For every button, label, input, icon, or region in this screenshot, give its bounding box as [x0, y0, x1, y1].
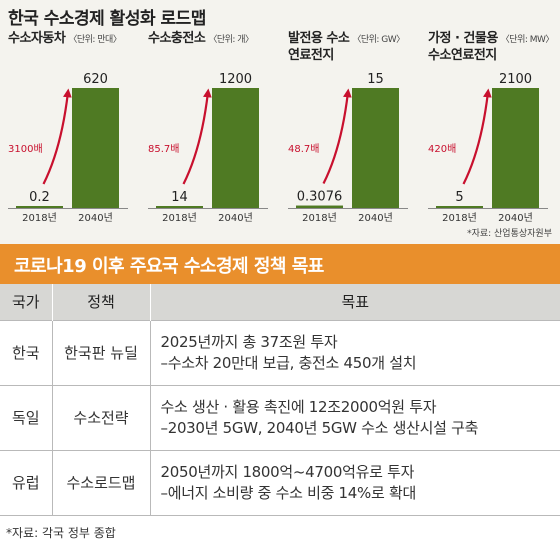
- panel-unit: 〈단위: 만대〉: [68, 35, 122, 45]
- category-label: 2040년: [218, 212, 253, 224]
- goal-line-2: –수소차 20만대 보급, 충전소 450개 설치: [160, 353, 417, 372]
- category-label: 2040년: [358, 212, 393, 224]
- cell-goal: 수소 생산 · 활용 촉진에 12조2000억원 투자 –2030년 5GW, 2…: [149, 384, 560, 450]
- panel-unit: 〈단위: MW〉: [500, 35, 555, 45]
- value-label: 5: [455, 190, 463, 205]
- bar-2018: [436, 206, 483, 208]
- policy-title-band: 코로나19 이후 주요국 수소경제 정책 목표: [0, 244, 560, 284]
- growth-arrow: [42, 88, 72, 185]
- table-header-row: 국가 정책 목표: [0, 284, 560, 320]
- panel-title: 수소충전소 〈단위: 개〉: [148, 31, 254, 48]
- cell-goal: 2025년까지 총 37조원 투자 –수소차 20만대 보급, 충전소 450개 …: [149, 319, 560, 385]
- category-label: 2018년: [162, 212, 197, 224]
- cell-country: 한국: [0, 319, 52, 385]
- policy-table: 국가 정책 목표 한국 한국판 뉴딜 2025년까지 총 37조원 투자 –수소차…: [0, 284, 560, 516]
- cell-policy: 수소로드맵: [51, 449, 150, 516]
- table-row: 한국 한국판 뉴딜 2025년까지 총 37조원 투자 –수소차 20만대 보급,…: [0, 319, 560, 385]
- value-label: 620: [83, 72, 108, 87]
- panel-title-text: 수소충전소: [148, 31, 206, 46]
- chart-title: 한국 수소경제 활성화 로드맵: [8, 9, 206, 29]
- growth-label: 3100배: [8, 143, 43, 155]
- value-label: 2100: [499, 72, 532, 87]
- value-label: 1200: [219, 72, 252, 87]
- cell-goal: 2050년까지 1800억~4700억유로 투자 –에너지 소비량 중 수소 비중…: [149, 449, 560, 516]
- category-label: 2040년: [78, 212, 113, 224]
- goal-line-2: –2030년 5GW, 2040년 5GW 수소 생산시설 구축: [160, 418, 479, 437]
- table-row: 독일 수소전략 수소 생산 · 활용 촉진에 12조2000억원 투자 –2030…: [0, 384, 560, 450]
- chart-panel-power-fuel-cells: 발전용 수소 〈단위: GW〉 연료전지 0.3076 2018년 15 2040년 48.…: [280, 0, 420, 244]
- chart-panel-home-fuel-cells: 가정 · 건물용 〈단위: MW〉 수소연료전지 5 2018년 2100 2040년 42…: [420, 0, 560, 244]
- policy-title: 코로나19 이후 주요국 수소경제 정책 목표: [14, 256, 324, 277]
- panel-title-line-2: 연료전지: [288, 48, 334, 63]
- goal-line-1: 2050년까지 1800억~4700억유로 투자: [160, 462, 415, 481]
- header-goal: 목표: [149, 284, 560, 320]
- panel-title-line-1: 발전용 수소: [288, 31, 350, 46]
- panel-title: 발전용 수소 〈단위: GW〉 연료전지: [288, 31, 405, 64]
- bar-2040: [492, 88, 539, 208]
- bar-2040: [212, 88, 259, 208]
- chart-panel-charging-stations: 수소충전소 〈단위: 개〉 14 2018년 1200 2040년 85.7배: [140, 0, 280, 244]
- bar-chart-svg: 0.3076 2018년 15 2040년 48.7배: [288, 72, 408, 224]
- panel-title-line-1: 가정 · 건물용: [428, 31, 498, 46]
- growth-arrow: [182, 88, 212, 185]
- table-row: 유럽 수소로드맵 2050년까지 1800억~4700억유로 투자 –에너지 소비…: [0, 449, 560, 516]
- growth-label: 85.7배: [148, 143, 179, 155]
- bar-chart-svg: 0.2 2018년 620 2040년 3100배: [8, 72, 128, 224]
- bar-2040: [72, 88, 119, 208]
- bar-2018: [16, 206, 63, 208]
- roadmap-section: 한국 수소경제 활성화 로드맵 수소자동차 〈단위: 만대〉 0.2 2018년 62…: [0, 0, 560, 244]
- bar-chart-svg: 5 2018년 2100 2040년 420배: [428, 72, 548, 224]
- panel-title-line-2: 수소연료전지: [428, 48, 497, 63]
- panel-title: 가정 · 건물용 〈단위: MW〉 수소연료전지: [428, 31, 554, 64]
- value-label: 15: [367, 72, 384, 87]
- bar-chart-svg: 14 2018년 1200 2040년 85.7배: [148, 72, 268, 224]
- bar-2018: [156, 206, 203, 208]
- header-country: 국가: [0, 284, 52, 320]
- goal-line-1: 수소 생산 · 활용 촉진에 12조2000억원 투자: [160, 397, 437, 416]
- value-label: 0.3076: [297, 190, 343, 205]
- chart-panel-hydrogen-cars: 수소자동차 〈단위: 만대〉 0.2 2018년 620 2040년 3100배: [0, 0, 140, 244]
- category-label: 2040년: [498, 212, 533, 224]
- header-policy: 정책: [51, 284, 150, 320]
- category-label: 2018년: [302, 212, 337, 224]
- growth-arrow: [462, 88, 492, 185]
- category-label: 2018년: [22, 212, 57, 224]
- source-note: *자료: 산업통상자원부: [467, 229, 552, 239]
- cell-policy: 수소전략: [51, 384, 150, 450]
- goal-line-1: 2025년까지 총 37조원 투자: [160, 332, 338, 351]
- cell-policy: 한국판 뉴딜: [51, 319, 150, 385]
- bar-2018: [296, 205, 343, 208]
- value-label: 0.2: [29, 190, 50, 205]
- source-note-bottom: *자료: 각국 정부 종합: [6, 526, 116, 540]
- panel-unit: 〈단위: GW〉: [352, 35, 405, 45]
- value-label: 14: [171, 190, 188, 205]
- cell-country: 독일: [0, 384, 52, 450]
- panel-title-text: 수소자동차: [8, 31, 66, 46]
- goal-line-2: –에너지 소비량 중 수소 비중 14%로 확대: [160, 483, 417, 502]
- cell-country: 유럽: [0, 449, 52, 516]
- panel-title: 수소자동차 〈단위: 만대〉: [8, 31, 122, 48]
- growth-label: 420배: [428, 143, 456, 155]
- category-label: 2018년: [442, 212, 477, 224]
- panel-unit: 〈단위: 개〉: [208, 35, 254, 45]
- growth-label: 48.7배: [288, 143, 319, 155]
- growth-arrow: [322, 88, 352, 185]
- bar-2040: [352, 88, 399, 208]
